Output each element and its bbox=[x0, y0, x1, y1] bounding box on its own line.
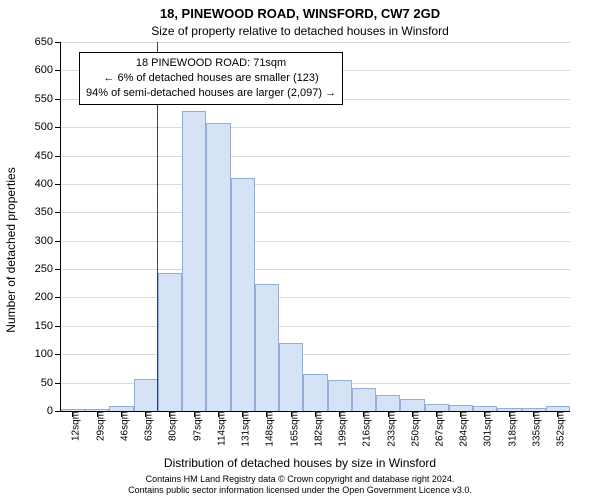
x-tick-label: 199sqm bbox=[330, 411, 349, 447]
annotation-line: 94% of semi-detached houses are larger (… bbox=[86, 86, 336, 101]
x-tick-label: 114sqm bbox=[208, 411, 227, 446]
gridline bbox=[61, 42, 570, 43]
y-tick-label: 300 bbox=[35, 235, 61, 247]
y-tick-label: 500 bbox=[35, 121, 61, 133]
gridline bbox=[61, 326, 570, 327]
gridline bbox=[61, 269, 570, 270]
gridline bbox=[61, 184, 570, 185]
annotation-box: 18 PINEWOOD ROAD: 71sqm← 6% of detached … bbox=[79, 52, 343, 105]
histogram-bar bbox=[158, 273, 182, 411]
gridline bbox=[61, 127, 570, 128]
x-tick-label: 216sqm bbox=[354, 411, 373, 447]
footer-attribution: Contains HM Land Registry data © Crown c… bbox=[0, 474, 600, 497]
x-tick-label: 148sqm bbox=[257, 411, 276, 447]
x-tick-label: 165sqm bbox=[281, 411, 300, 447]
x-tick-label: 267sqm bbox=[426, 411, 445, 447]
histogram-bar bbox=[328, 380, 352, 411]
histogram-bar bbox=[279, 343, 303, 411]
y-tick-label: 400 bbox=[35, 178, 61, 190]
y-axis-label: Number of detached properties bbox=[4, 85, 18, 250]
x-tick-label: 46sqm bbox=[111, 411, 130, 441]
y-tick-label: 200 bbox=[35, 291, 61, 303]
gridline bbox=[61, 241, 570, 242]
histogram-bar bbox=[400, 399, 424, 411]
gridline bbox=[61, 156, 570, 157]
chart-container: 18, PINEWOOD ROAD, WINSFORD, CW7 2GD Siz… bbox=[0, 0, 600, 500]
x-tick-label: 352sqm bbox=[548, 411, 567, 447]
gridline bbox=[61, 212, 570, 213]
histogram-bar bbox=[425, 404, 449, 411]
y-tick-label: 250 bbox=[35, 263, 61, 275]
y-tick-label: 350 bbox=[35, 206, 61, 218]
x-tick-label: 182sqm bbox=[305, 411, 324, 447]
histogram-bar bbox=[352, 388, 376, 411]
x-tick-label: 29sqm bbox=[87, 411, 106, 441]
plot-area: 0501001502002503003504004505005506006501… bbox=[60, 42, 570, 412]
x-tick-label: 233sqm bbox=[378, 411, 397, 447]
gridline bbox=[61, 354, 570, 355]
histogram-bar bbox=[255, 284, 279, 411]
x-tick-label: 80sqm bbox=[160, 411, 179, 441]
x-tick-label: 335sqm bbox=[523, 411, 542, 447]
chart-subtitle: Size of property relative to detached ho… bbox=[0, 24, 600, 38]
annotation-line: ← 6% of detached houses are smaller (123… bbox=[86, 71, 336, 86]
y-tick-label: 650 bbox=[35, 36, 61, 48]
chart-title: 18, PINEWOOD ROAD, WINSFORD, CW7 2GD bbox=[0, 6, 600, 21]
histogram-bar bbox=[231, 178, 255, 411]
x-tick-label: 250sqm bbox=[402, 411, 421, 447]
histogram-bar bbox=[182, 111, 206, 411]
y-tick-label: 150 bbox=[35, 320, 61, 332]
y-tick-label: 50 bbox=[41, 377, 61, 389]
y-tick-label: 450 bbox=[35, 150, 61, 162]
histogram-bar bbox=[206, 123, 230, 411]
histogram-bar bbox=[134, 379, 158, 411]
x-tick-label: 284sqm bbox=[451, 411, 470, 447]
footer-line1: Contains HM Land Registry data © Crown c… bbox=[0, 474, 600, 485]
x-tick-label: 63sqm bbox=[136, 411, 155, 441]
y-tick-label: 550 bbox=[35, 93, 61, 105]
x-axis-label: Distribution of detached houses by size … bbox=[0, 456, 600, 470]
footer-line2: Contains public sector information licen… bbox=[0, 485, 600, 496]
x-tick-label: 301sqm bbox=[475, 411, 494, 447]
annotation-line: 18 PINEWOOD ROAD: 71sqm bbox=[86, 56, 336, 71]
y-tick-label: 100 bbox=[35, 348, 61, 360]
histogram-bar bbox=[376, 395, 400, 411]
x-tick-label: 318sqm bbox=[499, 411, 518, 447]
x-tick-label: 97sqm bbox=[184, 411, 203, 441]
histogram-bar bbox=[303, 374, 327, 411]
x-tick-label: 12sqm bbox=[63, 411, 82, 441]
gridline bbox=[61, 297, 570, 298]
y-tick-label: 0 bbox=[47, 405, 61, 417]
y-tick-label: 600 bbox=[35, 64, 61, 76]
x-tick-label: 131sqm bbox=[233, 411, 252, 447]
